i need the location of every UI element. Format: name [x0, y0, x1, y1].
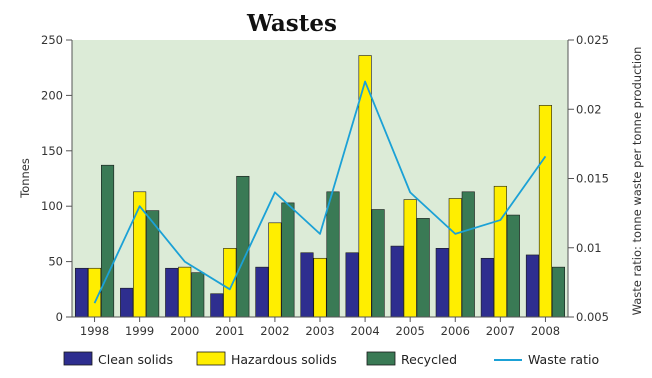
bar-clean-solids-2006 — [435, 248, 449, 318]
line-waste-ratio — [93, 80, 547, 304]
x-tick-label-1998: 1998 — [80, 324, 109, 338]
bar-hazardous-solids-2001 — [223, 248, 237, 318]
x-tick-label-2006: 2006 — [441, 324, 470, 338]
legend-label-waste-ratio: Waste ratio — [528, 352, 599, 367]
y2-tick-label-0.015: 0.015 — [576, 172, 609, 186]
y-tick-label-50: 50 — [48, 255, 63, 269]
y2-axis-label: Waste ratio: tonne waste per tonne produ… — [630, 47, 644, 316]
y2-tick-label-0.005: 0.005 — [576, 310, 609, 324]
bar-recycled-2007 — [506, 214, 520, 318]
bar-clean-solids-2002 — [255, 266, 269, 318]
y2-tick-label-0.025: 0.025 — [576, 33, 609, 47]
bar-hazardous-solids-2008 — [538, 105, 553, 318]
bar-hazardous-solids-2005 — [403, 199, 417, 318]
bar-clean-solids-1999 — [120, 287, 134, 318]
chart-title: Wastes — [246, 10, 337, 37]
bar-recycled-1998 — [101, 164, 115, 318]
x-tick-label-2008: 2008 — [531, 324, 560, 338]
legend-label-recycled: Recycled — [401, 352, 457, 367]
legend-label-hazardous-solids: Hazardous solids — [231, 352, 337, 367]
line-layer — [93, 80, 547, 304]
bar-clean-solids-1998 — [75, 267, 89, 318]
y-tick-label-0: 0 — [56, 310, 63, 324]
bar-clean-solids-2005 — [390, 245, 404, 318]
x-tick-label-2000: 2000 — [170, 324, 199, 338]
bar-clean-solids-2004 — [345, 252, 359, 318]
x-tick-label-2004: 2004 — [350, 324, 379, 338]
legend: Clean solids Hazardous solids Recycled Wast… — [63, 351, 599, 367]
bar-clean-solids-2003 — [300, 252, 314, 318]
axes-layer: 0 50 100 150 200 250 0.005 0.01 0.015 0.02 0.025 19… — [41, 33, 609, 338]
bar-clean-solids-2008 — [525, 254, 540, 318]
bar-recycled-2005 — [416, 218, 430, 318]
y-axis-label: Tonnes — [18, 158, 32, 199]
bar-hazardous-solids-2002 — [268, 222, 282, 318]
x-tick-label-2007: 2007 — [486, 324, 515, 338]
bar-recycled-2004 — [371, 209, 385, 318]
x-tick-label-2002: 2002 — [260, 324, 289, 338]
bar-hazardous-solids-2003 — [313, 257, 327, 318]
x-tick-label-2001: 2001 — [215, 324, 244, 338]
bar-hazardous-solids-2006 — [448, 198, 462, 318]
bar-recycled-2000 — [191, 272, 205, 318]
legend-label-clean-solids: Clean solids — [98, 352, 173, 367]
y-tick-label-200: 200 — [41, 88, 63, 102]
bar-clean-solids-2000 — [165, 267, 179, 318]
x-tick-label-2005: 2005 — [396, 324, 425, 338]
bar-clean-solids-2001 — [210, 293, 224, 318]
bar-hazardous-solids-2007 — [493, 185, 507, 318]
y-tick-label-250: 250 — [41, 33, 63, 47]
bars-layer — [75, 55, 566, 318]
bar-recycled-2008 — [551, 266, 566, 318]
x-tick-label-1999: 1999 — [125, 324, 154, 338]
y-tick-label-100: 100 — [41, 199, 63, 213]
bar-clean-solids-2007 — [480, 257, 494, 318]
bar-recycled-2006 — [461, 191, 475, 318]
x-tick-label-2003: 2003 — [305, 324, 334, 338]
y2-tick-label-0.02: 0.02 — [576, 102, 602, 116]
bar-recycled-2001 — [236, 175, 250, 318]
legend-swatch-hazardous-solids — [196, 351, 226, 366]
bar-recycled-2003 — [326, 191, 340, 318]
bar-recycled-2002 — [281, 202, 295, 318]
legend-swatch-clean-solids — [63, 351, 93, 366]
y2-tick-label-0.01: 0.01 — [576, 241, 602, 255]
bar-hazardous-solids-2000 — [178, 266, 192, 318]
y-tick-label-150: 150 — [41, 144, 63, 158]
legend-swatch-recycled — [366, 351, 396, 366]
